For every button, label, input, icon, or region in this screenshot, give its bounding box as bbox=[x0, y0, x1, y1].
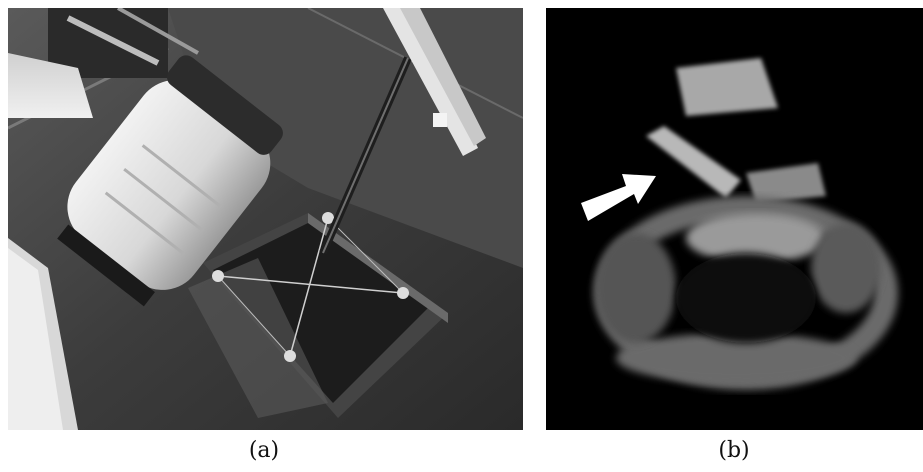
panel-b-caption: (b) bbox=[718, 438, 750, 463]
phantom-photo-panel bbox=[8, 8, 523, 430]
panel-a-caption: (a) bbox=[248, 438, 280, 463]
arrow-icon bbox=[581, 174, 656, 221]
ultrasound-image-panel bbox=[546, 8, 923, 430]
ultrasound-image bbox=[546, 8, 923, 430]
phantom-photo bbox=[8, 8, 523, 430]
